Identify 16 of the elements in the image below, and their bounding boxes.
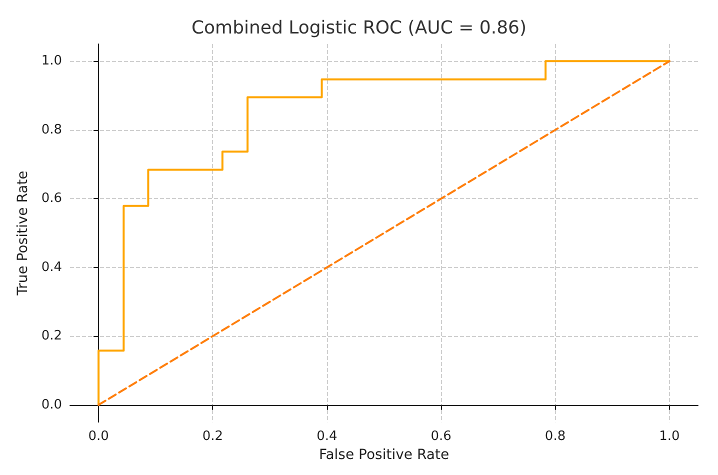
x-tick-label: 0.6 <box>430 429 452 444</box>
y-tick-label: 0.0 <box>41 397 62 412</box>
y-axis-title: True Positive Rate <box>15 170 31 296</box>
line-series <box>98 60 670 406</box>
x-tick-label: 0.4 <box>316 429 338 444</box>
x-tick-label: 0.8 <box>544 429 566 444</box>
x-axis-title: False Positive Rate <box>318 447 450 463</box>
x-tick-label: 0.2 <box>202 429 224 444</box>
y-tick-label: 0.6 <box>41 191 62 206</box>
chart-title: Combined Logistic ROC (AUC = 0.86) <box>191 18 527 38</box>
x-tick-label: 0.0 <box>88 429 109 444</box>
x-tick-label: 1.0 <box>659 429 680 444</box>
y-tick-label: 0.8 <box>41 122 62 138</box>
y-tick-label: 1.0 <box>41 54 62 69</box>
y-tick-label: 0.4 <box>41 260 62 275</box>
y-tick-label: 0.2 <box>41 328 62 344</box>
